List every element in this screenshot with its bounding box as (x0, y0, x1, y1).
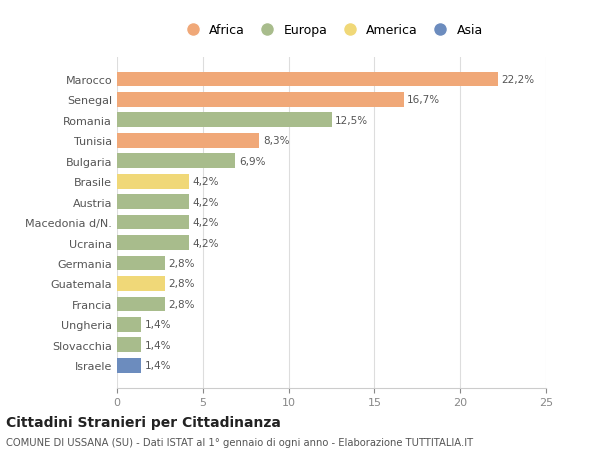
Bar (117, 174, 189, 189)
Bar (117, 256, 165, 271)
Bar (117, 297, 165, 312)
Bar (117, 154, 235, 169)
Text: 2,8%: 2,8% (169, 279, 195, 289)
Text: 6,9%: 6,9% (239, 157, 265, 166)
Text: 1,4%: 1,4% (145, 360, 171, 370)
Bar (117, 276, 165, 291)
Text: 16,7%: 16,7% (407, 95, 440, 105)
Text: 2,8%: 2,8% (169, 258, 195, 269)
Bar (117, 73, 498, 87)
Bar (117, 317, 141, 332)
Text: 1,4%: 1,4% (145, 340, 171, 350)
Text: 2,8%: 2,8% (169, 299, 195, 309)
Text: COMUNE DI USSANA (SU) - Dati ISTAT al 1° gennaio di ogni anno - Elaborazione TUT: COMUNE DI USSANA (SU) - Dati ISTAT al 1°… (6, 437, 473, 447)
Text: 22,2%: 22,2% (502, 75, 535, 85)
Text: 4,2%: 4,2% (193, 197, 219, 207)
Bar (117, 358, 141, 373)
Text: 4,2%: 4,2% (193, 218, 219, 228)
Bar (117, 338, 141, 353)
Text: 1,4%: 1,4% (145, 319, 171, 330)
Text: Cittadini Stranieri per Cittadinanza: Cittadini Stranieri per Cittadinanza (6, 415, 281, 429)
Bar (117, 113, 332, 128)
Bar (117, 235, 189, 250)
Bar (117, 93, 404, 107)
Text: 12,5%: 12,5% (335, 116, 368, 126)
Text: 8,3%: 8,3% (263, 136, 289, 146)
Bar (117, 195, 189, 210)
Bar (117, 215, 189, 230)
Text: 4,2%: 4,2% (193, 177, 219, 187)
Legend: Africa, Europa, America, Asia: Africa, Europa, America, Asia (176, 21, 487, 41)
Text: 4,2%: 4,2% (193, 238, 219, 248)
Bar (117, 134, 259, 148)
